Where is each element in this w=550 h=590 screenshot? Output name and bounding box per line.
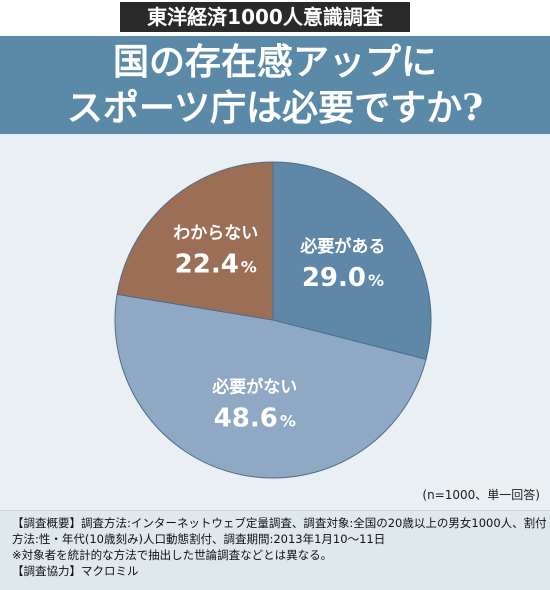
footnote-survey-method: 方法:性・年代(10歳刻み)人口動態割付、調査期間:2013年1月10～11日 bbox=[12, 532, 386, 546]
slice-label-name: 必要がある bbox=[299, 236, 385, 257]
footnote-survey-overview: 【調査概要】調査方法:インターネットウェブ定量調査、調査対象:全国の20歳以上の… bbox=[12, 516, 547, 530]
slice-need bbox=[272, 161, 432, 360]
footnote-disclaimer: ※対象者を統計的な方法で抽出した世論調査などとは異なる。 bbox=[12, 548, 333, 562]
slice-label-name: 必要がない bbox=[211, 377, 297, 398]
title-line-1: 国の存在感アップに bbox=[112, 41, 437, 83]
title-line-2: スポーツ庁は必要ですか? bbox=[66, 87, 484, 129]
slice-no-need bbox=[114, 293, 427, 479]
slice-label-group: わからない 22.4% bbox=[173, 224, 258, 280]
slice-label-value: 29.0% bbox=[302, 263, 384, 293]
slice-label-value: 48.6% bbox=[214, 404, 296, 434]
slice-label-name: わからない bbox=[173, 224, 258, 244]
footnote-cooperation: 【調査協力】マクロミル bbox=[12, 564, 139, 578]
footnotes-panel bbox=[0, 510, 550, 590]
slice-label-value: 22.4% bbox=[175, 250, 257, 280]
pie-chart: 必要がある 29.0 % 必要がない 48.6 % わからない 22.4% bbox=[114, 161, 432, 479]
slice-label-group: 必要がない 48.6% bbox=[211, 377, 297, 434]
sample-note: (n=1000、単一回答) bbox=[422, 488, 540, 502]
slice-label-group: 必要がある 29.0% bbox=[299, 236, 385, 293]
slice-unknown bbox=[116, 161, 274, 321]
survey-badge: 東洋経済1000人意識調査 bbox=[120, 2, 410, 32]
title-band bbox=[0, 36, 550, 134]
